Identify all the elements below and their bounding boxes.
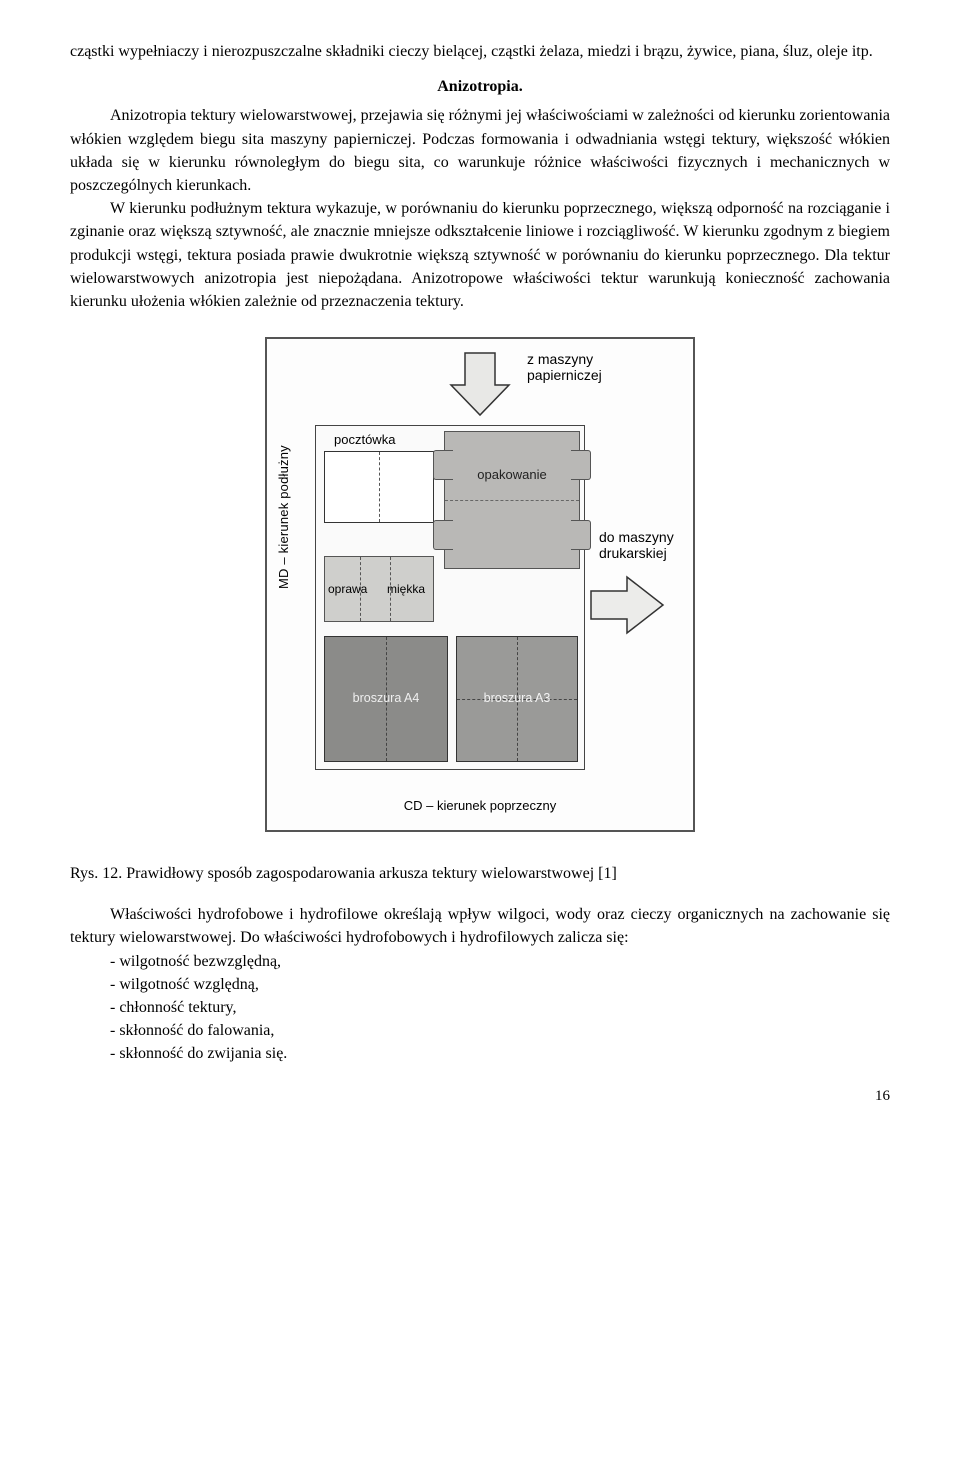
list-item: - wilgotność bezwzględną, bbox=[70, 950, 890, 973]
right-arrow-label: do maszyny drukarskiej bbox=[599, 529, 674, 561]
right-arrow-line2: drukarskiej bbox=[599, 545, 667, 561]
oprawa-label-right: miękka bbox=[387, 581, 425, 598]
paragraph-hydrofobowe: Właściwości hydrofobowe i hydrofilowe ok… bbox=[70, 903, 890, 949]
arrow-right-icon bbox=[587, 573, 653, 637]
block-pocztowka bbox=[324, 451, 434, 523]
oprawa-label-left: oprawa bbox=[328, 581, 367, 598]
arrow-down-icon bbox=[445, 349, 515, 419]
figure-12: z maszyny papierniczej MD – kierunek pod… bbox=[70, 337, 890, 832]
broszura-a3-label: broszura A3 bbox=[457, 689, 577, 707]
block-oprawa: oprawa miękka bbox=[324, 556, 434, 622]
cd-axis-label: CD – kierunek poprzeczny bbox=[267, 797, 693, 816]
page-number: 16 bbox=[70, 1086, 890, 1108]
list-item: - skłonność do falowania, bbox=[70, 1019, 890, 1042]
block-broszura-a3: broszura A3 bbox=[456, 636, 578, 762]
top-arrow-label: z maszyny papierniczej bbox=[527, 351, 602, 383]
block-opakowanie: opakowanie bbox=[444, 431, 580, 569]
opakowanie-label: opakowanie bbox=[445, 466, 579, 485]
sheet-outline: pocztówka opakowanie oprawa miękka bbox=[315, 425, 585, 770]
box-tab bbox=[433, 520, 453, 550]
block-broszura-a4: broszura A4 bbox=[324, 636, 448, 762]
top-arrow-line1: z maszyny bbox=[527, 351, 593, 367]
broszura-a4-label: broszura A4 bbox=[325, 689, 447, 707]
list-item: - chłonność tektury, bbox=[70, 996, 890, 1019]
box-tab bbox=[571, 520, 591, 550]
paragraph-anizotropia-1: Anizotropia tektury wielowarstwowej, prz… bbox=[70, 104, 890, 197]
figure-caption: Rys. 12. Prawidłowy sposób zagospodarowa… bbox=[70, 862, 890, 885]
continuation-paragraph: cząstki wypełniaczy i nierozpuszczalne s… bbox=[70, 40, 890, 63]
fold-line bbox=[379, 452, 380, 522]
list-item: - wilgotność względną, bbox=[70, 973, 890, 996]
md-axis-label: MD – kierunek podłużny bbox=[275, 445, 294, 589]
section-heading-anizotropia: Anizotropia. bbox=[70, 75, 890, 98]
top-arrow-line2: papierniczej bbox=[527, 367, 602, 383]
list-item: - skłonność do zwijania się. bbox=[70, 1042, 890, 1065]
paragraph-anizotropia-2: W kierunku podłużnym tektura wykazuje, w… bbox=[70, 197, 890, 313]
right-arrow-line1: do maszyny bbox=[599, 529, 674, 545]
figure-frame: z maszyny papierniczej MD – kierunek pod… bbox=[265, 337, 695, 832]
pocztowka-label: pocztówka bbox=[334, 431, 395, 450]
fold-line bbox=[445, 500, 579, 501]
